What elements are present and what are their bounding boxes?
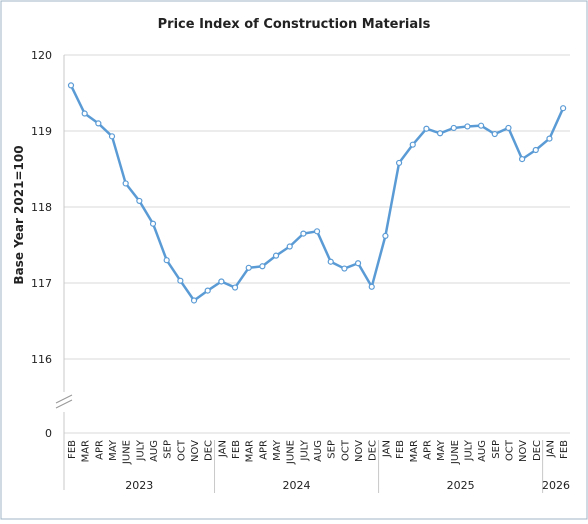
x-tick-label: APR	[94, 440, 105, 460]
x-tick-label: SEP	[163, 440, 174, 459]
year-labels: 2023 2024 2025 2026	[125, 479, 570, 492]
y-tick-label: 119	[31, 125, 52, 138]
data-point	[313, 228, 321, 235]
x-tick-label: APR	[422, 440, 433, 460]
series	[67, 82, 567, 304]
x-tick-label: MAR	[409, 440, 420, 462]
x-tick-label: JAN	[381, 440, 392, 458]
data-point	[491, 130, 498, 138]
data-point	[108, 133, 116, 140]
x-tick-label: JUNE	[122, 440, 133, 465]
axes	[55, 55, 544, 493]
x-tick-label: MAY	[272, 439, 283, 461]
year-label: 2026	[542, 479, 570, 492]
data-point	[95, 120, 102, 127]
data-point	[341, 265, 348, 272]
x-tick-label: MAY	[436, 439, 447, 461]
data-point	[300, 230, 307, 237]
y-tick-label: 117	[31, 277, 52, 290]
y-tick-label: 118	[31, 201, 52, 214]
data-point	[259, 263, 266, 270]
x-tick-label: JULY	[135, 439, 146, 462]
axis-break-mark	[55, 394, 73, 404]
x-tick-label: NOV	[190, 440, 201, 462]
data-point	[450, 124, 457, 132]
gridlines	[64, 54, 570, 434]
y-tick-label: 116	[31, 353, 52, 366]
y-tick-label-zero: 0	[45, 427, 52, 440]
data-point	[218, 278, 225, 285]
x-tick-label: NOV	[518, 440, 529, 462]
data-point	[519, 156, 526, 163]
x-tick-label: DEC	[532, 440, 543, 461]
x-tick-label: MAR	[81, 440, 92, 462]
y-axis-label: Base Year 2021=100	[12, 145, 26, 284]
x-tick-label: SEP	[327, 440, 338, 459]
x-tick-label: OCT	[176, 439, 187, 461]
data-point	[122, 180, 129, 187]
x-tick-label: MAR	[245, 440, 256, 462]
data-point	[149, 220, 157, 227]
x-tick-label: OCT	[340, 439, 351, 461]
axis-break-mark	[55, 399, 73, 409]
x-tick-label: FEB	[231, 440, 242, 459]
x-tick-label: OCT	[504, 439, 515, 461]
data-point	[368, 283, 375, 290]
x-tick-label: JULY	[299, 439, 310, 462]
data-point	[67, 82, 75, 89]
data-point	[546, 135, 553, 142]
data-point	[423, 125, 430, 132]
data-point	[395, 159, 403, 167]
x-tick-label: SEP	[491, 440, 502, 459]
data-point	[245, 264, 252, 271]
x-tick-label: FEB	[67, 440, 78, 459]
year-label: 2025	[447, 479, 475, 492]
data-point	[136, 197, 143, 205]
data-point	[272, 252, 280, 259]
data-point	[190, 297, 198, 304]
chart-title: Price Index of Construction Materials	[158, 17, 431, 32]
x-tick-label: AUG	[149, 440, 160, 462]
x-tick-label: JUNE	[286, 440, 297, 465]
x-tick-labels: FEB MAR APR MAY JUNE JULY AUG SEP OCT NOV DEC JAN FE…	[67, 439, 570, 465]
data-point	[464, 123, 471, 130]
x-tick-label: FEB	[559, 440, 570, 459]
data-point	[382, 232, 389, 239]
y-tick-label: 120	[31, 49, 52, 62]
x-tick-label: FEB	[395, 440, 406, 459]
x-tick-label: AUG	[477, 440, 488, 462]
data-point	[163, 257, 170, 264]
x-tick-label: JAN	[545, 440, 556, 458]
year-label: 2023	[125, 479, 153, 492]
data-point	[327, 258, 334, 265]
x-tick-label: JAN	[217, 440, 228, 458]
y-tick-labels: 120 119 118 117 116 0	[31, 49, 52, 440]
data-point	[231, 284, 239, 291]
data-point	[81, 110, 88, 117]
x-tick-label: NOV	[354, 440, 365, 462]
data-point	[286, 243, 293, 250]
data-point	[409, 141, 416, 148]
data-point	[177, 277, 184, 284]
x-tick-label: JULY	[463, 439, 474, 462]
data-point	[478, 122, 485, 129]
x-tick-label: JUNE	[450, 440, 461, 465]
data-point	[505, 124, 512, 132]
data-point	[532, 146, 539, 154]
data-point	[354, 260, 362, 267]
year-label: 2024	[283, 479, 311, 492]
data-point	[204, 287, 211, 294]
x-tick-label: AUG	[313, 440, 324, 462]
x-tick-label: APR	[258, 440, 269, 460]
data-point	[436, 130, 444, 137]
x-tick-label: MAY	[108, 439, 119, 461]
x-tick-label: DEC	[204, 440, 215, 461]
data-point	[560, 105, 567, 112]
x-tick-label: DEC	[368, 440, 379, 461]
